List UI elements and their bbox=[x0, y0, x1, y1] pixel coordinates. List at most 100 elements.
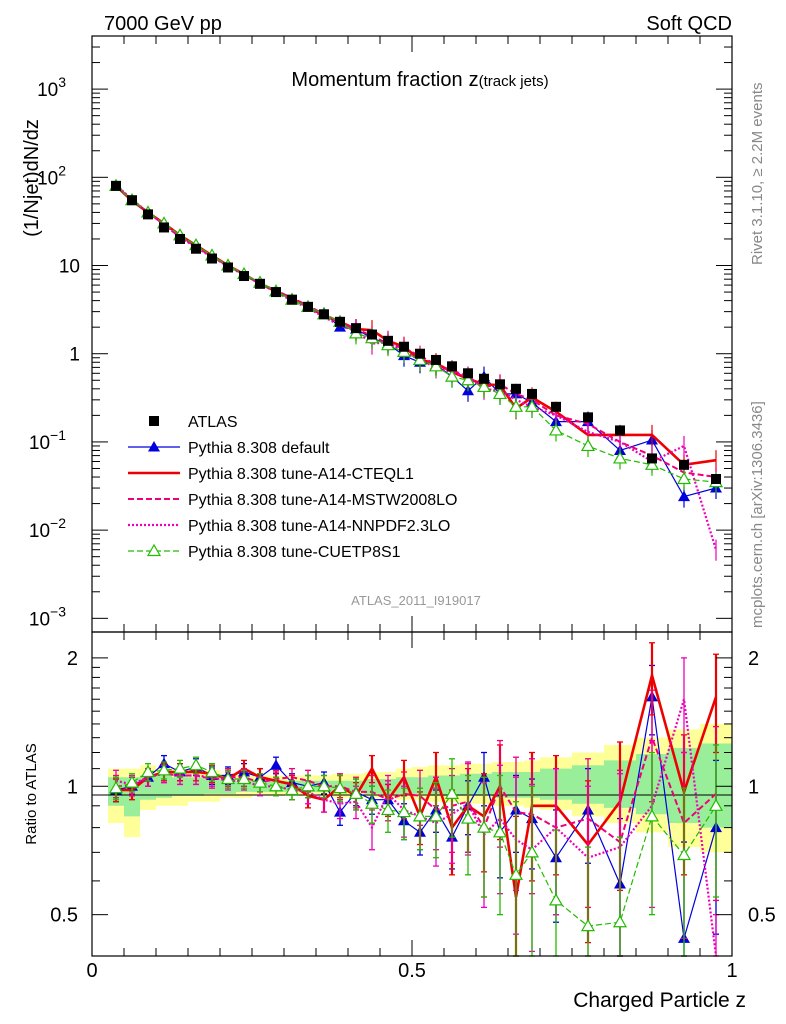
data-point bbox=[188, 758, 204, 771]
data-point bbox=[148, 441, 160, 452]
ratio-y-tick-label: 0.5 bbox=[50, 905, 78, 927]
data-point bbox=[676, 471, 692, 485]
tick-base: 10 bbox=[29, 433, 50, 454]
watermark: ATLAS_2011_I919017 bbox=[351, 593, 481, 608]
data-point bbox=[524, 399, 540, 412]
main-title: Momentum fraction z(track jets) bbox=[291, 69, 548, 91]
tick-base: 10 bbox=[29, 609, 50, 630]
y-tick-label: 102 bbox=[37, 162, 66, 189]
ratio-y-tick-label: 2 bbox=[67, 648, 78, 670]
x-tick-label: 1 bbox=[726, 960, 737, 982]
data-point bbox=[268, 779, 284, 792]
legend-entry: Pythia 8.308 tune-CUETP8S1 bbox=[128, 543, 401, 561]
ratio-y-axis-label: Ratio to ATLAS bbox=[23, 743, 40, 844]
data-point bbox=[159, 222, 169, 233]
x-tick-label: 0.5 bbox=[398, 960, 426, 982]
series-data bbox=[111, 180, 721, 484]
data-point bbox=[399, 341, 409, 352]
legend-label: ATLAS bbox=[188, 414, 238, 431]
data-point bbox=[108, 780, 124, 794]
series-solid-tri bbox=[110, 179, 722, 508]
data-point bbox=[335, 316, 345, 327]
y-tick-label: 10−3 bbox=[29, 603, 66, 630]
tick-exponent: 3 bbox=[58, 74, 66, 90]
data-point bbox=[508, 867, 524, 880]
data-point bbox=[447, 361, 457, 372]
data-point bbox=[476, 379, 492, 393]
data-point bbox=[431, 354, 441, 365]
data-point bbox=[396, 804, 412, 818]
tick-base: 10 bbox=[29, 521, 50, 542]
data-point bbox=[271, 287, 281, 298]
data-point bbox=[708, 798, 724, 811]
data-point bbox=[508, 399, 524, 412]
data-point bbox=[444, 786, 460, 799]
band-inner bbox=[188, 777, 204, 796]
legend-entry: Pythia 8.308 tune-A14-CTEQL1 bbox=[128, 466, 414, 483]
data-point bbox=[143, 209, 153, 220]
main-panel: Momentum fraction z(track jets) (1/Njet)d… bbox=[21, 35, 733, 633]
data-point bbox=[647, 453, 657, 464]
data-point bbox=[711, 473, 721, 484]
data-point bbox=[223, 262, 233, 273]
legend-label: Pythia 8.308 tune-CUETP8S1 bbox=[188, 544, 401, 561]
data-point bbox=[303, 301, 313, 312]
data-point bbox=[156, 763, 172, 776]
data-point bbox=[460, 373, 476, 386]
data-point bbox=[644, 457, 660, 470]
data-point bbox=[644, 809, 660, 822]
data-point bbox=[146, 543, 162, 557]
legend-entry: ATLAS bbox=[149, 414, 238, 431]
ratio-y-tick-label-right: 2 bbox=[748, 648, 759, 670]
data-point bbox=[492, 386, 508, 400]
ratio-series-dashed bbox=[113, 689, 719, 957]
ratio-panel: 0.5 0.5 1 1 2 2 0 0.5 1 Ratio to ATLAS Charged P… bbox=[23, 631, 776, 1012]
data-point bbox=[319, 309, 329, 320]
data-point bbox=[428, 359, 444, 372]
series-line bbox=[115, 185, 717, 478]
legend-label: Pythia 8.308 tune-A14-MSTW2008LO bbox=[188, 492, 457, 509]
data-point bbox=[580, 918, 596, 932]
data-point bbox=[124, 775, 140, 788]
rivet-side-label: Rivet 3.1.10, ≥ 2.2M events bbox=[749, 83, 766, 266]
data-point bbox=[460, 811, 476, 824]
tick-exponent: 2 bbox=[58, 162, 66, 178]
data-point bbox=[207, 253, 217, 264]
data-point bbox=[412, 352, 428, 366]
legend-entry: Pythia 8.308 tune-A14-NNPDF2.3LO bbox=[128, 518, 450, 535]
tick-exponent: −1 bbox=[50, 427, 66, 443]
data-point bbox=[492, 825, 508, 838]
data-point bbox=[511, 383, 521, 394]
legend-entry: Pythia 8.308 tune-A14-MSTW2008LO bbox=[128, 492, 457, 509]
band-inner bbox=[172, 777, 188, 796]
data-point bbox=[551, 401, 561, 412]
data-point bbox=[252, 775, 268, 788]
data-point bbox=[678, 490, 690, 502]
data-point bbox=[149, 416, 159, 426]
data-point bbox=[548, 423, 564, 436]
y-tick-label: 103 bbox=[37, 74, 66, 101]
data-point bbox=[255, 278, 265, 289]
ratio-frame bbox=[91, 631, 733, 957]
data-point bbox=[300, 779, 316, 792]
tick-base: 10 bbox=[37, 80, 58, 101]
data-point bbox=[524, 845, 540, 858]
data-point bbox=[220, 771, 236, 785]
data-point bbox=[364, 796, 380, 809]
band-inner bbox=[156, 775, 172, 798]
ratio-y-tick-label-right: 1 bbox=[748, 776, 759, 798]
y-tick-label: 10−1 bbox=[29, 427, 66, 454]
mcplots-side-label: mcplots.cern.ch [arXiv:1306.3436] bbox=[749, 401, 766, 628]
data-point bbox=[316, 779, 332, 792]
data-point bbox=[380, 802, 396, 816]
series-line bbox=[115, 185, 717, 483]
data-point bbox=[548, 893, 564, 906]
ratio-ticks: 0.5 0.5 1 1 2 2 0 0.5 1 bbox=[50, 632, 776, 982]
ratio-y-tick-label-right: 0.5 bbox=[748, 905, 776, 927]
data-point bbox=[676, 847, 692, 861]
header-right: Soft QCD bbox=[646, 13, 732, 35]
data-point bbox=[476, 820, 492, 833]
data-point bbox=[428, 809, 444, 822]
data-point bbox=[287, 294, 297, 305]
ratio-series-dashed-tri bbox=[108, 744, 724, 957]
